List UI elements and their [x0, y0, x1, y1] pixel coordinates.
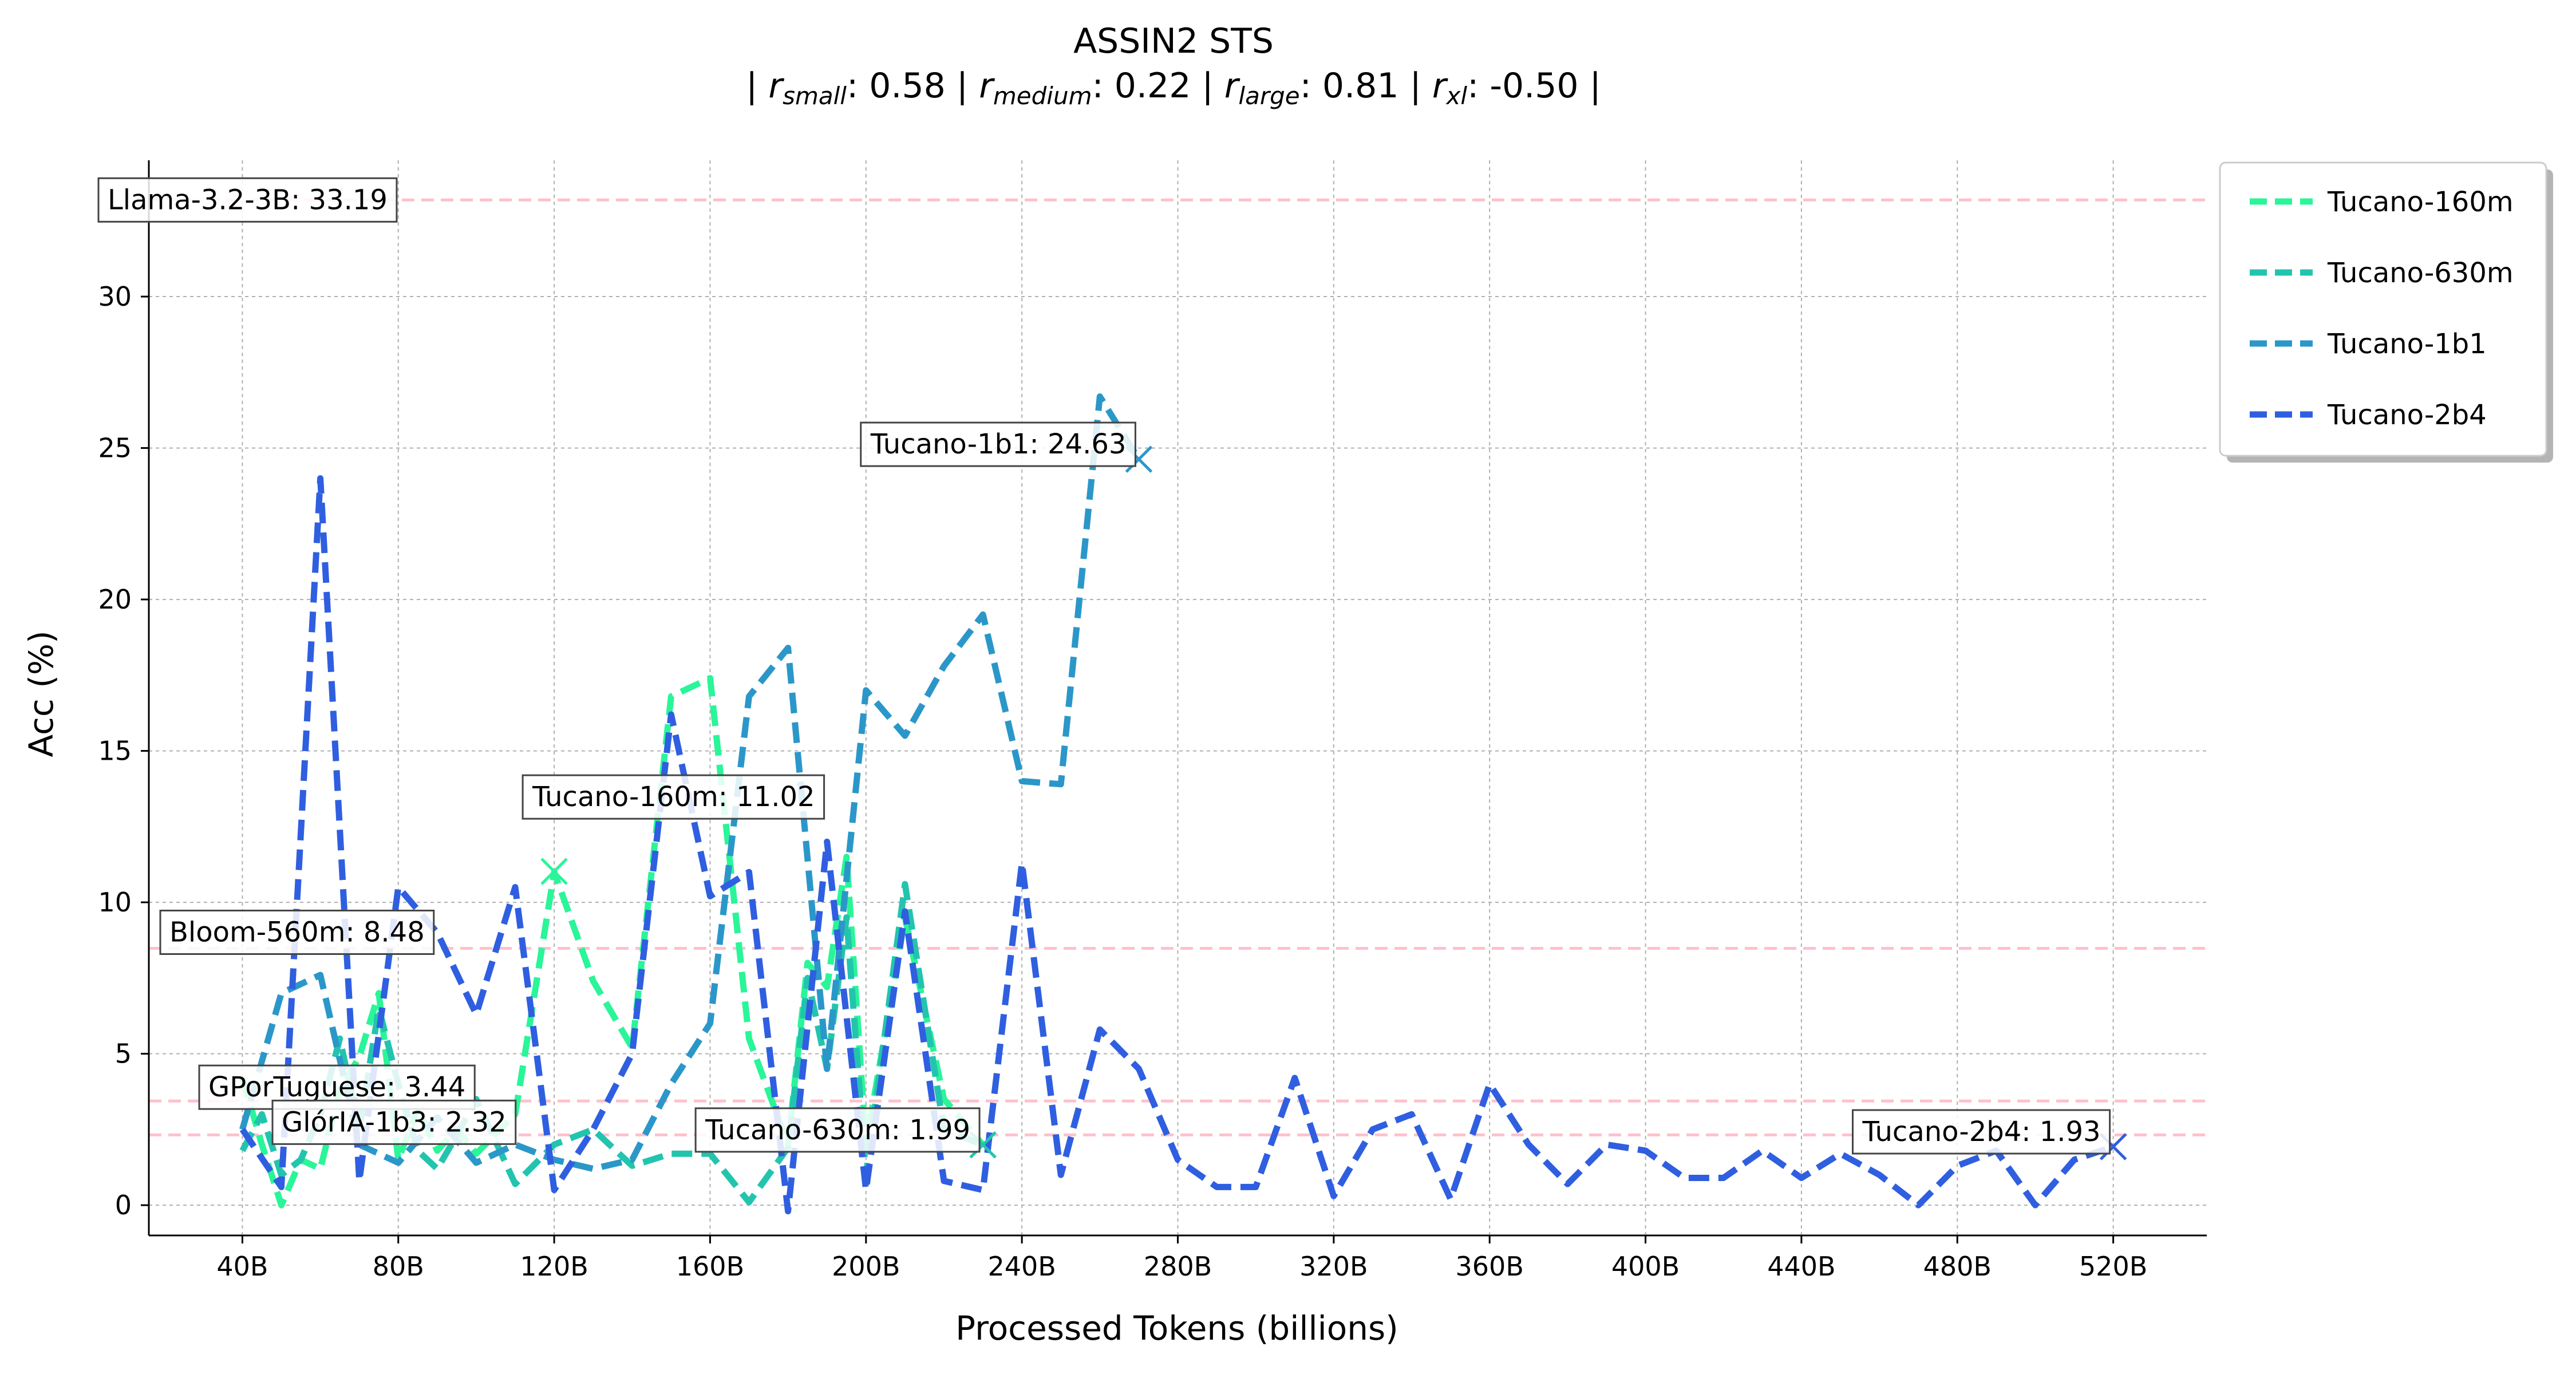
x-tick-label: 120B — [520, 1251, 588, 1282]
legend-item: Tucano-160m — [2250, 186, 2514, 218]
y-tick-label: 20 — [98, 584, 132, 615]
endpoint-markers — [540, 445, 2127, 1160]
annotation-box: Bloom-560m: 8.48 — [159, 909, 435, 955]
x-tick-label: 520B — [2079, 1251, 2147, 1282]
legend-label: Tucano-160m — [2327, 186, 2514, 218]
annotation-frame — [860, 421, 1136, 467]
annotations: Llama-3.2-3B: 33.19 Bloom-560m: 8.48 GPorT… — [97, 177, 2111, 1155]
y-tick-label: 5 — [115, 1039, 132, 1069]
x-tick-label: 80B — [373, 1251, 424, 1282]
x-tick-label: 280B — [1144, 1251, 1212, 1282]
y-tick-label: 10 — [98, 887, 132, 918]
annotation-label: Tucano-160m: 11.02 — [532, 781, 815, 813]
x-tick-label: 240B — [987, 1251, 1056, 1282]
annotation-label: Tucano-2b4: 1.93 — [1862, 1116, 2100, 1148]
x-tick-label: 440B — [1767, 1251, 1835, 1282]
x-tick-label: 40B — [216, 1251, 268, 1282]
annotation-frame — [521, 774, 825, 820]
legend-label: Tucano-1b1 — [2327, 328, 2487, 360]
endpoint-marker — [540, 858, 568, 885]
legend-item: Tucano-2b4 — [2250, 399, 2487, 431]
y-tick-label: 25 — [98, 433, 132, 464]
annotation-frame — [97, 177, 398, 223]
legend-box — [2219, 161, 2547, 457]
annotation-box: Tucano-2b4: 1.93 — [1851, 1109, 2111, 1155]
y-tick-label: 30 — [98, 281, 132, 312]
legend-item: Tucano-630m — [2250, 257, 2514, 289]
chart-subtitle: | rsmall: 0.58 | rmedium: 0.22 | rlarge:… — [746, 66, 1601, 110]
series-line-tucano-1b1 — [239, 393, 1142, 1172]
chart-title: ASSIN2 STS — [1073, 21, 1274, 61]
annotation-box: Llama-3.2-3B: 33.19 — [97, 177, 398, 223]
x-tick-label: 400B — [1611, 1251, 1680, 1282]
annotation-frame — [159, 909, 435, 955]
legend-label: Tucano-630m — [2327, 257, 2514, 289]
annotation-box: GlórIA-1b3: 2.32 — [271, 1099, 517, 1145]
y-tick-label: 15 — [98, 736, 132, 767]
annotation-box: Tucano-160m: 11.02 — [521, 774, 825, 820]
legend-item: Tucano-1b1 — [2250, 328, 2487, 360]
x-tick-label: 200B — [832, 1251, 900, 1282]
ticks: 40B 80B 120B 160B 200B 240B 280B 320B 360B 400B 44… — [98, 281, 2147, 1282]
y-tick-label: 0 — [115, 1190, 132, 1221]
annotation-box: Tucano-1b1: 24.63 — [860, 421, 1136, 467]
annotation-label: Bloom-560m: 8.48 — [169, 916, 425, 948]
annotation-box: Tucano-630m: 1.99 — [694, 1107, 981, 1153]
legend: Tucano-160m Tucano-630m Tucano-1b1 Tucano-2… — [2219, 161, 2553, 463]
x-tick-label: 480B — [1923, 1251, 1992, 1282]
annotation-label: Tucano-630m: 1.99 — [705, 1114, 970, 1146]
x-axis-label: Processed Tokens (billions) — [955, 1309, 1398, 1348]
annotation-label: GPorTuguese: 3.44 — [208, 1071, 465, 1103]
annotation-label: GlórIA-1b3: 2.32 — [282, 1106, 507, 1138]
x-tick-label: 360B — [1456, 1251, 1524, 1282]
y-axis-label: Acc (%) — [22, 630, 61, 757]
annotation-frame — [1851, 1109, 2111, 1155]
legend-label: Tucano-2b4 — [2327, 399, 2487, 431]
x-tick-label: 320B — [1299, 1251, 1368, 1282]
annotation-label: Llama-3.2-3B: 33.19 — [108, 184, 388, 216]
annotation-frame — [271, 1099, 517, 1145]
x-tick-label: 160B — [676, 1251, 744, 1282]
annotation-label: Tucano-1b1: 24.63 — [870, 428, 1127, 460]
series-line-tucano-2b4 — [239, 475, 2115, 1215]
annotation-frame — [694, 1107, 981, 1153]
